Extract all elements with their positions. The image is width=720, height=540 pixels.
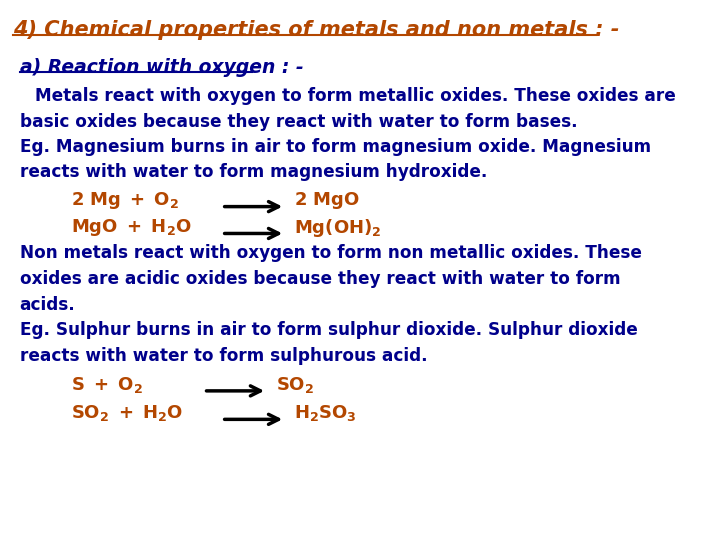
Text: $\mathbf{S\ +\ O_2}$: $\mathbf{S\ +\ O_2}$: [71, 375, 143, 395]
Text: $\mathbf{SO_2\ +\ H_2O}$: $\mathbf{SO_2\ +\ H_2O}$: [71, 403, 183, 423]
Text: $\mathbf{SO_2}$: $\mathbf{SO_2}$: [276, 375, 315, 395]
Text: Eg. Sulphur burns in air to form sulphur dioxide. Sulphur dioxide: Eg. Sulphur burns in air to form sulphur…: [19, 321, 637, 339]
Text: basic oxides because they react with water to form bases.: basic oxides because they react with wat…: [19, 113, 577, 131]
Text: $\mathbf{2\ Mg\ +\ O_2}$: $\mathbf{2\ Mg\ +\ O_2}$: [71, 191, 179, 212]
Text: $\mathbf{2\ MgO}$: $\mathbf{2\ MgO}$: [294, 191, 360, 212]
Text: acids.: acids.: [19, 296, 76, 314]
Text: Eg. Magnesium burns in air to form magnesium oxide. Magnesium: Eg. Magnesium burns in air to form magne…: [19, 138, 651, 156]
Text: 4) Chemical properties of metals and non metals : -: 4) Chemical properties of metals and non…: [14, 20, 620, 40]
Text: reacts with water to form sulphurous acid.: reacts with water to form sulphurous aci…: [19, 347, 427, 365]
Text: a) Reaction with oxygen : -: a) Reaction with oxygen : -: [19, 58, 303, 77]
Text: Non metals react with oxygen to form non metallic oxides. These: Non metals react with oxygen to form non…: [19, 244, 642, 262]
Text: Metals react with oxygen to form metallic oxides. These oxides are: Metals react with oxygen to form metalli…: [35, 87, 675, 105]
Text: $\mathbf{H_2SO_3}$: $\mathbf{H_2SO_3}$: [294, 403, 357, 423]
Text: $\mathbf{Mg(OH)_2}$: $\mathbf{Mg(OH)_2}$: [294, 218, 382, 239]
Text: $\mathbf{MgO\ +\ H_2O}$: $\mathbf{MgO\ +\ H_2O}$: [71, 218, 192, 238]
Text: reacts with water to form magnesium hydroxide.: reacts with water to form magnesium hydr…: [19, 163, 487, 181]
Text: oxides are acidic oxides because they react with water to form: oxides are acidic oxides because they re…: [19, 270, 620, 288]
